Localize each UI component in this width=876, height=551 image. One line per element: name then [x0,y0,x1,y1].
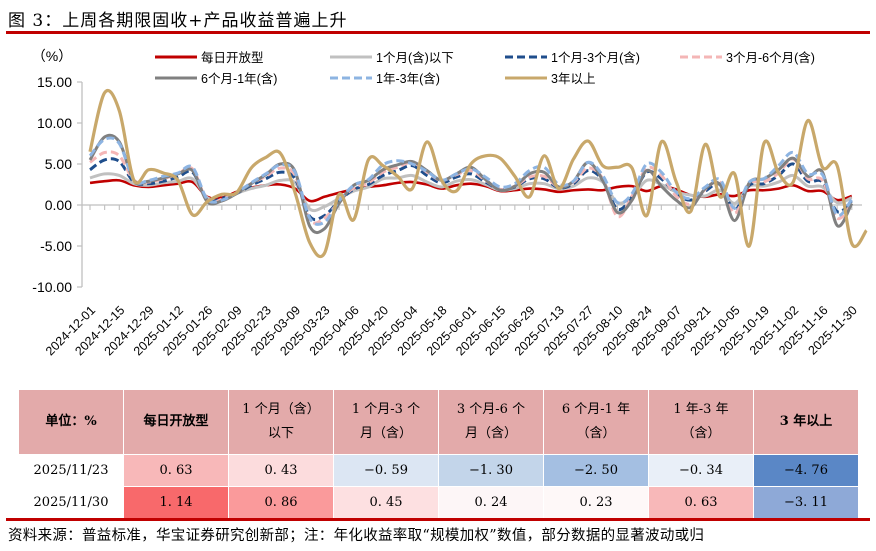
y-tick-label: 15.00 [37,74,72,90]
series-group [88,88,868,259]
row-date: 2025/11/23 [18,454,124,487]
y-tick-label: -10.00 [32,279,72,295]
y-tick-label: -5.00 [40,238,72,254]
legend-label: 1个月(含)以下 [376,50,454,65]
title-divider [6,31,870,34]
table-header-cell: 单位：% [18,389,124,455]
table-header-cell: 1 年-3 年（含） [648,389,754,455]
legend-label: 1年-3年(含) [376,71,440,86]
table-header-cell: 1 个月-3 个月（含） [333,389,439,455]
table-cell: −0. 34 [648,454,754,487]
y-tick-label: 5.00 [45,156,72,172]
y-tick-label: 10.00 [37,115,72,131]
table-header-cell: 6 个月-1 年（含） [543,389,649,455]
table-header-row: 单位：% 每日开放型 1 个月（含） 以下 1 个月-3 个月（含） 3 个月-6 个月（… [18,389,859,455]
row-date: 2025/11/30 [18,486,124,519]
table-header-cell: 3 个月-6 个月（含） [438,389,544,455]
table-cell: −4. 76 [753,454,859,487]
table-cell: −0. 59 [333,454,439,487]
series-line [88,136,854,226]
table-body: 2025/11/23 0. 63 0. 43 −0. 59 −1. 30 −2. 50 −0… [18,454,859,519]
y-axis: 15.00 10.00 5.00 0.00 -5.00 -10.00 [32,74,83,295]
table-cell: 0. 24 [438,486,544,519]
table-cell: −2. 50 [543,454,649,487]
footer-divider [6,518,870,521]
source-note: 资料来源：普益标准，华宝证券研究创新部；注：年化收益率取“规模加权”数值，部分数… [8,528,705,544]
legend: 每日开放型 1个月(含)以下 1个月-3个月(含) 3个月-6个月(含) 6个月-1年(… [155,50,815,86]
table-cell: 0. 63 [648,486,754,519]
legend-label: 1个月-3个月(含) [551,50,640,65]
line-chart: 15.00 10.00 5.00 0.00 -5.00 -10.00 2024-12-01… [32,48,868,358]
table-header-cell: 1 个月（含） 以下 [228,389,334,455]
table-cell: 0. 43 [228,454,334,487]
yield-table: 单位：% 每日开放型 1 个月（含） 以下 1 个月-3 个月（含） 3 个月-6 个月（… [18,389,859,519]
table-header-cell: 每日开放型 [123,389,229,455]
table-cell: 0. 45 [333,486,439,519]
figure-title: 图 3：上周各期限固收+产品收益普遍上升 [8,11,348,31]
table-row: 2025/11/30 1. 14 0. 86 0. 45 0. 24 0. 23 0. 63… [18,486,859,519]
table-cell: 0. 23 [543,486,649,519]
legend-label: 6个月-1年(含) [201,71,277,86]
legend-label: 3年以上 [551,72,595,86]
table-cell: −3. 11 [753,486,859,519]
legend-label: 3个月-6个月(含) [726,50,815,65]
table-cell: 0. 86 [228,486,334,519]
series-line [88,88,868,259]
x-axis: 2024-12-012024-12-152024-12-292025-01-12… [43,204,862,358]
y-tick-label: 0.00 [45,197,72,213]
table-cell: −1. 30 [438,454,544,487]
legend-label: 每日开放型 [201,50,264,65]
table-cell: 1. 14 [123,486,229,519]
table-header-cell: 3 年以上 [753,389,859,455]
table-cell: 0. 63 [123,454,229,487]
y-axis-unit: （%） [32,48,72,64]
table-row: 2025/11/23 0. 63 0. 43 −0. 59 −1. 30 −2. 50 −0… [18,454,859,487]
